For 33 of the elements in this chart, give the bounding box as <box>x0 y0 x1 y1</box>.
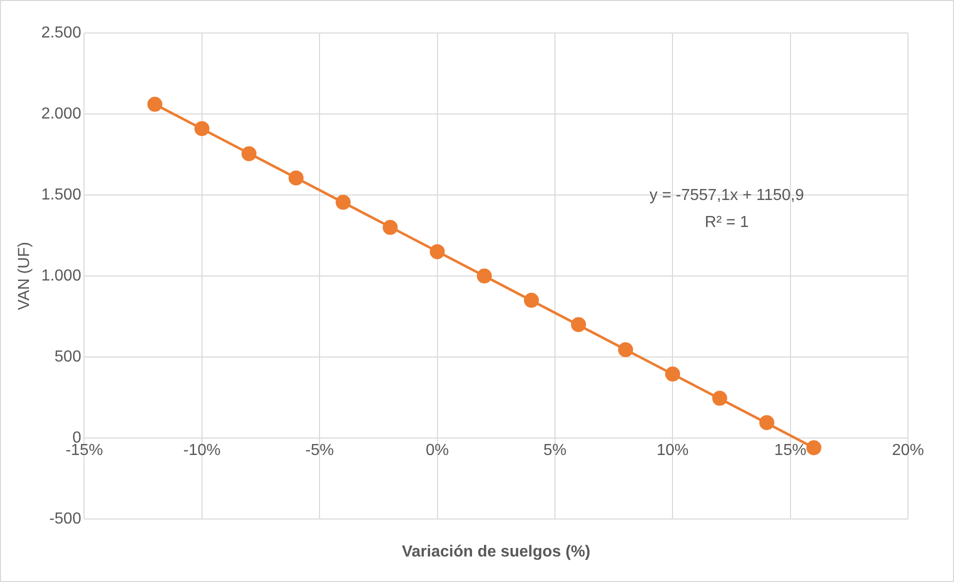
point <box>476 268 492 284</box>
annotation: y = -7557,1x + 1150,9 <box>650 187 804 204</box>
x-axis-title: Variación de suelgos (%) <box>402 543 590 560</box>
x-tick-label: 10% <box>656 442 689 460</box>
y-tick-label: 1.500 <box>41 186 82 204</box>
y-tick-label: 500 <box>54 348 82 366</box>
point <box>288 170 304 186</box>
point <box>759 415 774 430</box>
x-tick-label: 20% <box>892 442 924 460</box>
x-tick-label: 0% <box>426 442 449 460</box>
point <box>665 366 680 382</box>
y-tick-label: -500 <box>49 510 82 528</box>
annotation: R² = 1 <box>704 214 749 232</box>
point <box>618 342 634 358</box>
y-tick-label: 2.500 <box>41 24 82 42</box>
point <box>806 440 822 456</box>
y-tick-label: 2.000 <box>41 105 82 122</box>
x-tick-label: -15% <box>66 442 103 460</box>
y-tick-label: 1.000 <box>41 267 82 284</box>
point <box>194 121 210 136</box>
point <box>336 194 351 210</box>
point <box>524 292 539 308</box>
point <box>241 146 256 162</box>
point <box>570 317 586 332</box>
x-tick-label: -10% <box>183 442 221 460</box>
x-tick-label: 5% <box>543 442 567 460</box>
point <box>147 96 162 112</box>
x-tick-label: -5% <box>305 442 334 460</box>
y-axis-title: VAN (UF) <box>16 242 34 310</box>
x-tick-label: 15% <box>774 442 806 460</box>
point <box>430 244 445 260</box>
point <box>382 220 398 235</box>
point <box>712 390 728 406</box>
